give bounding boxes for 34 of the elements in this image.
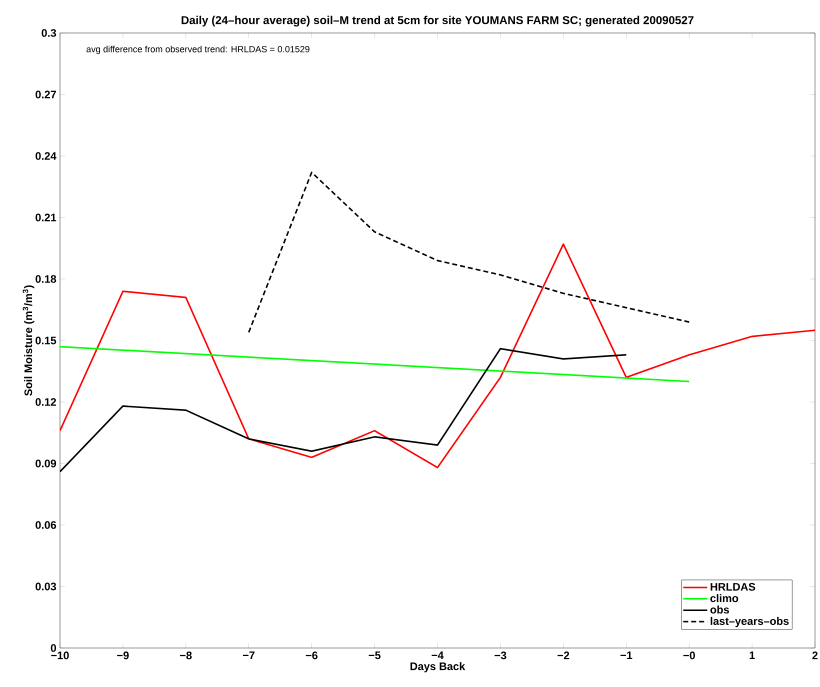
line-series: [60, 243, 816, 468]
y-tick-label: 0.12: [36, 398, 56, 406]
x-tick-label: −2: [558, 652, 570, 660]
y-tick-label: 0.21: [36, 214, 56, 222]
line-series: [248, 172, 690, 334]
x-tick-label: −1: [620, 652, 632, 660]
legend-label: HRLDAS: [710, 582, 756, 591]
y-tick-label: 0.24: [36, 152, 56, 160]
x-tick-label: −6: [306, 652, 318, 660]
legend-label: climo: [710, 594, 738, 602]
annotation: avg difference from observed trend: HRLDAS = 0.01529: [86, 46, 310, 54]
y-tick-label: 0.03: [36, 582, 56, 590]
x-tick-label: −0: [683, 652, 695, 660]
x-tick-label: 2: [812, 652, 818, 660]
x-tick-label: −10: [51, 652, 69, 660]
y-tick-label: 0.09: [36, 460, 56, 468]
y-tick-label: 0.3: [42, 29, 56, 37]
y-tick-label: 0.27: [36, 90, 56, 98]
x-axis-title: Days Back: [410, 662, 466, 672]
x-tick-label: −9: [117, 652, 129, 660]
x-tick-label: −5: [368, 652, 381, 660]
x-tick-label: −3: [494, 652, 506, 660]
y-tick-label: 0.15: [36, 336, 56, 344]
legend-label: obs: [710, 606, 729, 614]
x-tick-label: −7: [242, 652, 255, 660]
x-tick-label: −4: [432, 652, 444, 660]
y-axis-title: Soil Moisture (m$^{3}$/m$^{3}$): [22, 285, 34, 396]
x-tick-label: −8: [180, 652, 192, 660]
chart-title: Daily (24–hour average) soil–M trend at 5cm for site YOUMANS FARM SC; generated 20090527: [182, 16, 694, 26]
y-tick-label: 0.18: [36, 275, 56, 283]
legend-label: last–years–obs: [710, 616, 789, 628]
y-tick-label: 0: [50, 644, 56, 652]
x-tick-label: 1: [750, 652, 755, 660]
y-tick-label: 0.06: [36, 521, 56, 529]
